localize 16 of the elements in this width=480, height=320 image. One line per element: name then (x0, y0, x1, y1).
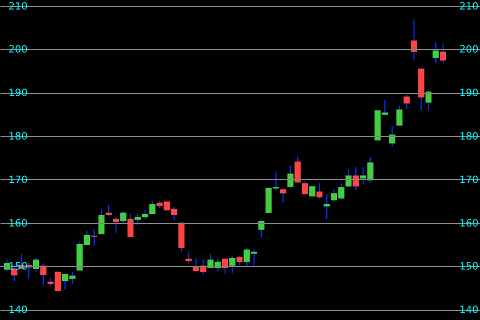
y-tick-label: 180 (8, 131, 28, 142)
y2-tick-label: 180 (459, 131, 478, 142)
y-tick-label: 140 (8, 305, 28, 316)
y-tick-label: 150 (8, 262, 28, 273)
y2-tick-label: 150 (459, 262, 478, 273)
y2-tick-label: 200 (459, 44, 478, 56)
y-tick-label: 190 (8, 88, 28, 100)
y2-tick-label: 210 (459, 1, 478, 12)
y2-tick-label: 190 (459, 88, 478, 100)
y-tick-label: 160 (8, 218, 28, 230)
y-tick-label: 200 (8, 44, 28, 56)
y2-tick-label: 140 (459, 305, 478, 316)
y2-tick-label: 160 (459, 218, 478, 230)
y2-tick-label: 170 (459, 174, 478, 186)
y-tick-label: 170 (8, 174, 28, 186)
y-tick-label: 210 (8, 1, 28, 12)
